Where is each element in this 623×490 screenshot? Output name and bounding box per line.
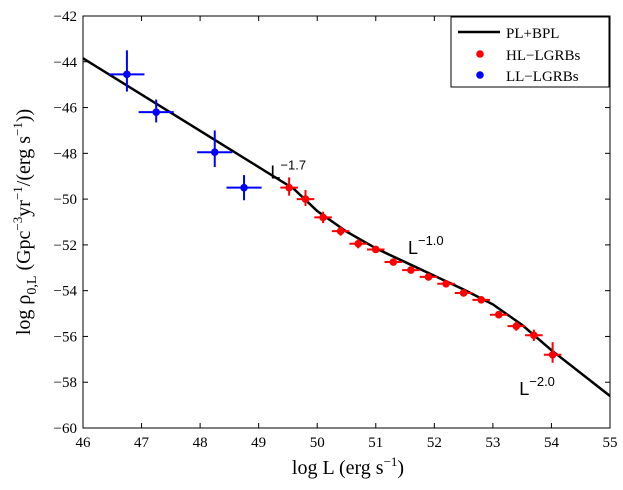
legend-entry-ll-lgrbs: LL−LGRBs xyxy=(506,69,579,85)
ll-lgrb-point xyxy=(197,130,233,168)
legend-entry-pl-bpl: PL+BPL xyxy=(506,26,559,42)
slope-annotation: L−1.0 xyxy=(408,233,444,258)
x-tick-label: 46 xyxy=(76,435,92,451)
legend: PL+BPL HL−LGRBs LL−LGRBs xyxy=(450,16,610,88)
ll-lgrb-marker xyxy=(152,108,160,116)
y-tick-label: −44 xyxy=(54,55,78,71)
hl-lgrb-marker xyxy=(319,213,327,222)
hl-lgrb-marker xyxy=(530,331,538,340)
y-axis-label-sup2: −1 xyxy=(10,186,25,200)
y-tick-label: −52 xyxy=(54,238,77,254)
ll-lgrb-point xyxy=(109,50,145,92)
ll-lgrb-point xyxy=(226,175,262,201)
slope-annotation-exponent: −2.0 xyxy=(529,374,555,389)
hl-lgrb-marker xyxy=(494,310,503,319)
y-axis-label-sup3: −1 xyxy=(10,122,25,136)
x-tick-label: 53 xyxy=(485,435,500,451)
x-tick-label: 50 xyxy=(310,435,325,451)
y-tick-label: −60 xyxy=(54,421,77,437)
slope-annotation: L−1.7 xyxy=(270,158,306,183)
y-tick-label: −48 xyxy=(54,146,77,162)
hl-lgrb-point xyxy=(280,177,298,196)
y-axis-label: log ρ0,L (Gpc−3yr−1/(erg s−1)) xyxy=(10,109,40,335)
hl-lgrb-marker xyxy=(301,195,310,203)
y-axis-label-b: yr xyxy=(13,200,35,217)
x-tick-label: 52 xyxy=(427,435,442,451)
x-axis-label-sup: −1 xyxy=(384,454,398,469)
x-axis-label: log L (erg s−1) xyxy=(292,454,404,479)
x-axis-label-main: log L (erg s xyxy=(292,457,384,479)
x-axis-label-end: ) xyxy=(397,457,404,479)
y-axis-label-c: /(erg s xyxy=(13,136,35,186)
hl-lgrb-marker xyxy=(424,273,433,281)
x-tick-label: 49 xyxy=(251,435,266,451)
hl-lgrb-marker xyxy=(389,258,398,266)
hl-lgrb-marker xyxy=(371,245,380,254)
y-axis-label-sup1: −3 xyxy=(10,217,25,231)
hl-lgrb-point xyxy=(507,321,526,331)
x-tick-label: 51 xyxy=(368,435,383,451)
slope-annotation-exponent: −1.0 xyxy=(418,233,444,248)
y-axis-label-a: (Gpc xyxy=(13,230,35,275)
hl-lgrb-point xyxy=(419,273,438,281)
y-tick-label: −46 xyxy=(54,101,78,117)
x-tick-label: 54 xyxy=(544,435,560,451)
hl-lgrb-marker xyxy=(459,289,468,297)
ll-lgrb-marker xyxy=(210,148,219,156)
legend-entry-hl-lgrbs: HL−LGRBs xyxy=(506,48,580,64)
x-tick-label: 47 xyxy=(134,435,150,451)
ll-lgrb-marker xyxy=(123,70,131,79)
hl-lgrb-point xyxy=(489,310,508,319)
y-tick-label: −42 xyxy=(54,9,77,25)
y-tick-label: −58 xyxy=(54,375,77,391)
hl-lgrb-point xyxy=(454,289,473,297)
ll-lgrb-marker xyxy=(240,183,248,192)
hl-lgrb-marker xyxy=(354,239,363,248)
slope-annotation-base: L xyxy=(270,163,280,183)
model-line-pl-bpl xyxy=(83,57,610,397)
hl-lgrb-point xyxy=(349,239,367,249)
hl-lgrb-point xyxy=(296,189,315,206)
data-points-layer xyxy=(109,50,562,363)
hl-lgrb-point xyxy=(402,266,420,274)
slope-annotation: L−2.0 xyxy=(519,374,555,399)
hl-lgrb-marker xyxy=(285,183,293,192)
slope-annotation-base: L xyxy=(408,238,418,258)
y-tick-label: −54 xyxy=(54,284,78,300)
hl-lgrb-marker xyxy=(477,296,485,304)
hl-lgrb-marker xyxy=(442,280,450,288)
hl-lgrb-marker xyxy=(512,322,521,330)
y-tick-label: −50 xyxy=(54,192,77,208)
y-axis-label-sub: 0,L xyxy=(25,276,40,295)
slope-annotation-base: L xyxy=(519,379,529,399)
plot-frame xyxy=(82,15,611,429)
slope-annotation-exponent: −1.7 xyxy=(280,158,306,173)
legend-ll-marker xyxy=(476,71,484,79)
y-axis-label-d: )) xyxy=(13,109,35,122)
annotations-layer: L−1.7L−1.0L−2.0 xyxy=(270,158,555,399)
hl-lgrb-point xyxy=(437,280,455,288)
model-line-layer xyxy=(83,57,610,397)
hl-lgrb-point xyxy=(314,211,332,224)
axis-ticks: 46 47 48 49 50 51 52 53 54 55 −60 −58 −56 −54 −52 −50 −4… xyxy=(54,9,618,451)
hl-lgrb-point xyxy=(331,226,350,236)
y-tick-label: −56 xyxy=(54,329,78,345)
hl-lgrb-point xyxy=(384,258,403,266)
hl-lgrb-marker xyxy=(548,350,557,359)
x-tick-label: 48 xyxy=(193,435,208,451)
hl-lgrb-point xyxy=(525,329,543,342)
hl-lgrb-point xyxy=(472,296,490,304)
ll-lgrb-point xyxy=(138,99,174,123)
hl-lgrb-marker xyxy=(336,227,345,235)
x-tick-label: 55 xyxy=(603,435,618,451)
hl-lgrb-marker xyxy=(407,266,415,274)
legend-hl-marker xyxy=(476,50,484,58)
hl-lgrb-point xyxy=(543,342,562,363)
y-axis-label-log: log ρ xyxy=(13,295,35,336)
hl-lgrb-point xyxy=(366,245,385,254)
